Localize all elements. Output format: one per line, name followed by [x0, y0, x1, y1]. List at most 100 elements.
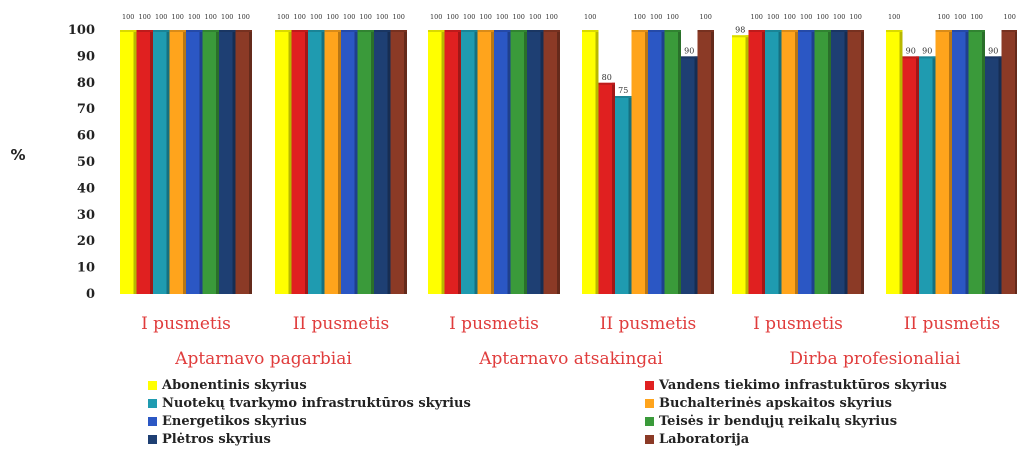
bar	[510, 30, 527, 294]
y-tick-label: 40	[77, 181, 95, 196]
y-tick-label: 60	[77, 129, 95, 144]
data-label: 100	[634, 13, 646, 21]
data-label: 100	[529, 13, 541, 21]
bar	[814, 30, 831, 294]
bar	[461, 30, 478, 294]
data-label: 100	[463, 13, 475, 21]
y-tick-label: 20	[77, 234, 95, 249]
bar	[219, 30, 236, 294]
data-label: 100	[310, 13, 322, 21]
legend-swatch	[645, 399, 654, 408]
group-label: Aptarnavo atsakingai	[478, 349, 663, 369]
bar	[648, 30, 665, 294]
data-label: 90	[684, 46, 694, 55]
bar	[968, 30, 985, 294]
data-label: 100	[784, 13, 796, 21]
bar	[169, 30, 186, 294]
bar	[781, 30, 798, 294]
legend-label: Buchalterinės apskaitos skyrius	[659, 396, 892, 411]
bar	[748, 30, 765, 294]
x-tick-label: II pusmetis	[904, 314, 1001, 334]
bar	[308, 30, 325, 294]
data-label: 90	[988, 46, 998, 55]
data-label: 100	[294, 13, 306, 21]
bar	[935, 30, 952, 294]
data-label: 100	[188, 13, 200, 21]
data-label: 100	[971, 13, 983, 21]
bar	[202, 30, 219, 294]
legend-label: Laboratorija	[659, 432, 750, 447]
legend-swatch	[645, 417, 654, 426]
data-label: 100	[650, 13, 662, 21]
bar	[831, 30, 848, 294]
bar	[341, 30, 358, 294]
data-label: 100	[447, 13, 459, 21]
bar	[444, 30, 461, 294]
group-label: Dirba profesionaliai	[789, 349, 961, 369]
data-label: 100	[360, 13, 372, 21]
bar	[428, 30, 445, 294]
data-label: 100	[546, 13, 558, 21]
bar	[136, 30, 153, 294]
data-label: 100	[327, 13, 339, 21]
x-tick-label: II pusmetis	[293, 314, 390, 334]
bar	[732, 35, 749, 294]
bar	[543, 30, 560, 294]
bar	[847, 30, 864, 294]
legend-label: Plėtros skyrius	[162, 432, 271, 447]
bar	[631, 30, 648, 294]
y-tick-label: 80	[77, 76, 95, 91]
bar	[664, 30, 681, 294]
data-label: 100	[800, 13, 812, 21]
legend-label: Abonentinis skyrius	[162, 378, 307, 393]
legend-swatch	[645, 435, 654, 444]
legend-label: Teisės ir bendųjų reikalų skyrius	[659, 414, 898, 429]
legend-item: Vandens tiekimo infrastuktūros skyrius	[645, 378, 947, 393]
data-label: 100	[480, 13, 492, 21]
data-label: 100	[277, 13, 289, 21]
data-label: 100	[496, 13, 508, 21]
bar	[324, 30, 341, 294]
data-label: 100	[938, 13, 950, 21]
bar	[582, 30, 599, 294]
x-tick-label: I pusmetis	[449, 314, 539, 334]
legend-item: Buchalterinės apskaitos skyrius	[645, 396, 892, 411]
bar	[798, 30, 815, 294]
bar	[598, 82, 615, 294]
bar	[374, 30, 391, 294]
data-label: 98	[735, 25, 745, 34]
data-label: 100	[954, 13, 966, 21]
data-label: 100	[122, 13, 134, 21]
legend-swatch	[148, 381, 157, 390]
data-label: 100	[238, 13, 250, 21]
bar	[275, 30, 292, 294]
bar	[153, 30, 170, 294]
data-label: 80	[602, 73, 612, 82]
bar	[952, 30, 969, 294]
bar	[357, 30, 374, 294]
data-label: 100	[1004, 13, 1016, 21]
data-label: 100	[221, 13, 233, 21]
legend-item: Plėtros skyrius	[148, 432, 271, 447]
y-tick-label: 50	[77, 155, 95, 170]
legend-item: Abonentinis skyrius	[148, 378, 307, 393]
data-label: 90	[906, 46, 916, 55]
y-tick-label: 10	[77, 261, 95, 276]
y-tick-label: 0	[86, 287, 95, 302]
data-label: 100	[817, 13, 829, 21]
group-label: Aptarnavo pagarbiai	[174, 349, 352, 369]
x-tick-label: I pusmetis	[753, 314, 843, 334]
legend-item: Teisės ir bendųjų reikalų skyrius	[645, 414, 897, 429]
legend-label: Nuotekų tvarkymo infrastruktūros skyrius	[162, 396, 471, 411]
bar	[765, 30, 782, 294]
data-label: 100	[376, 13, 388, 21]
data-label: 100	[767, 13, 779, 21]
legend-label: Energetikos skyrius	[162, 414, 307, 429]
data-label: 100	[700, 13, 712, 21]
data-label: 100	[888, 13, 900, 21]
y-axis-label: %	[10, 146, 25, 164]
bar	[477, 30, 494, 294]
data-label: 100	[850, 13, 862, 21]
bar	[902, 56, 919, 295]
legend-swatch	[148, 417, 157, 426]
